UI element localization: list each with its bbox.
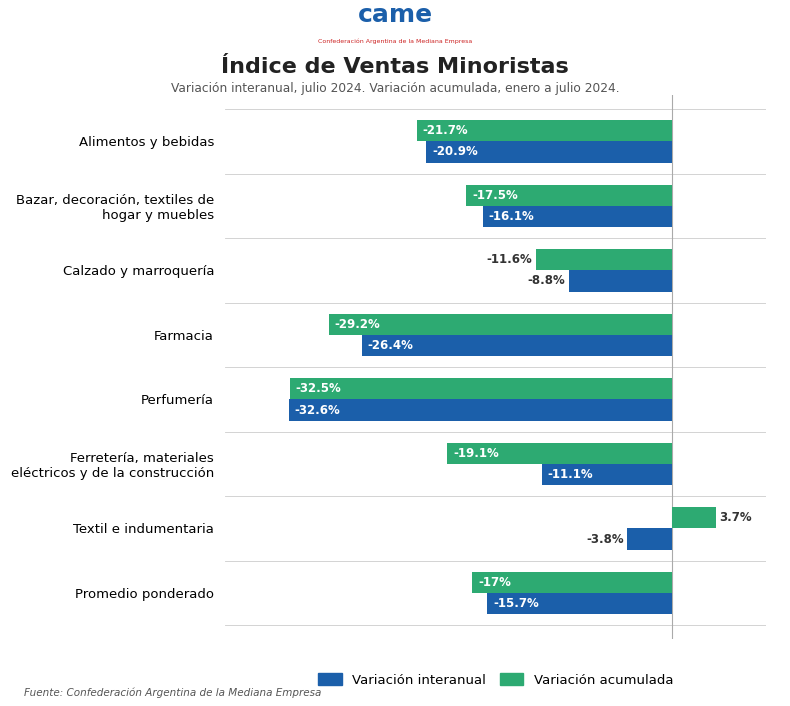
- Text: -20.9%: -20.9%: [432, 145, 478, 158]
- Text: Variación interanual, julio 2024. Variación acumulada, enero a julio 2024.: Variación interanual, julio 2024. Variac…: [171, 83, 619, 95]
- Bar: [427, 141, 672, 162]
- Bar: [362, 335, 672, 356]
- Text: -17.5%: -17.5%: [472, 189, 518, 202]
- Text: -3.8%: -3.8%: [586, 532, 624, 546]
- Text: -29.2%: -29.2%: [334, 318, 380, 330]
- Bar: [466, 184, 672, 206]
- Bar: [290, 378, 672, 400]
- Bar: [447, 443, 672, 464]
- Text: -26.4%: -26.4%: [367, 339, 413, 352]
- Text: came: came: [357, 4, 433, 28]
- Text: 3.7%: 3.7%: [719, 511, 752, 525]
- Bar: [483, 206, 672, 227]
- Text: Índice de Ventas Minoristas: Índice de Ventas Minoristas: [221, 57, 569, 77]
- Bar: [417, 120, 672, 141]
- Text: -11.1%: -11.1%: [547, 468, 593, 481]
- Text: -15.7%: -15.7%: [494, 597, 539, 610]
- Text: -16.1%: -16.1%: [489, 210, 534, 223]
- Text: -32.5%: -32.5%: [295, 382, 341, 395]
- Bar: [329, 313, 672, 335]
- Text: -21.7%: -21.7%: [423, 124, 468, 137]
- Bar: [627, 528, 672, 550]
- Bar: [569, 270, 672, 292]
- Text: -19.1%: -19.1%: [453, 447, 499, 460]
- Text: -8.8%: -8.8%: [528, 275, 565, 287]
- Bar: [288, 400, 672, 421]
- Text: -32.6%: -32.6%: [295, 404, 340, 417]
- Bar: [542, 464, 672, 485]
- Text: -17%: -17%: [478, 576, 511, 589]
- Bar: [536, 249, 672, 270]
- Text: Confederación Argentina de la Mediana Empresa: Confederación Argentina de la Mediana Em…: [318, 38, 472, 44]
- Legend: Variación interanual, Variación acumulada: Variación interanual, Variación acumulad…: [313, 668, 679, 692]
- Bar: [672, 507, 716, 528]
- Bar: [472, 572, 672, 593]
- Bar: [487, 593, 672, 614]
- Text: Fuente: Confederación Argentina de la Mediana Empresa: Fuente: Confederación Argentina de la Me…: [24, 687, 321, 698]
- Text: -11.6%: -11.6%: [487, 253, 532, 266]
